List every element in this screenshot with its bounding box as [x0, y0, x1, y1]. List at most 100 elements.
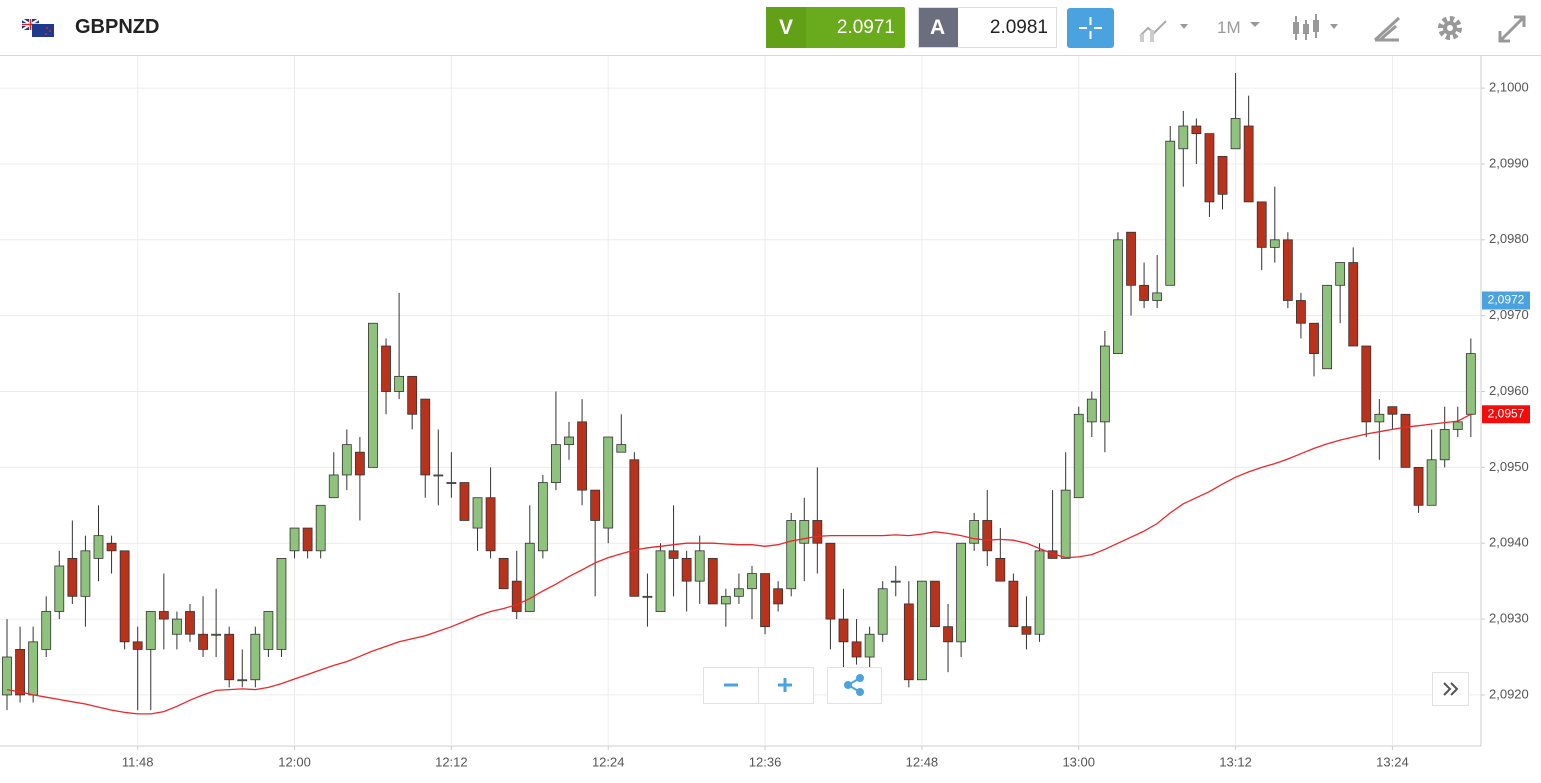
- candle-body: [799, 520, 810, 544]
- candle-body: [1243, 125, 1254, 203]
- candle-body: [1021, 626, 1032, 635]
- candle-body: [250, 633, 261, 681]
- y-tick-label: 2,0970: [1489, 307, 1529, 322]
- candle-body: [1309, 322, 1319, 354]
- buy-button[interactable]: A 2.0981: [918, 7, 1057, 48]
- candle-body: [237, 679, 248, 682]
- candle-body: [1126, 231, 1136, 286]
- candle-body: [93, 535, 104, 559]
- candle-body: [603, 436, 614, 529]
- candle-body: [341, 444, 352, 476]
- zoom-in-button[interactable]: [778, 678, 792, 692]
- candle-body: [720, 595, 731, 605]
- candle-body: [1426, 459, 1437, 506]
- share-button[interactable]: [844, 674, 864, 696]
- candle-body: [681, 557, 692, 582]
- x-tick-label: 12:00: [278, 754, 311, 769]
- y-tick-label: 2,0950: [1489, 459, 1529, 474]
- y-tick-label: 2,0920: [1489, 686, 1529, 701]
- scroll-to-end-button[interactable]: [1432, 672, 1469, 706]
- candle-body: [760, 573, 770, 628]
- draw-tool-button[interactable]: [1372, 14, 1404, 44]
- candle-body: [211, 633, 222, 636]
- candle-body: [1335, 262, 1346, 286]
- flag: [22, 19, 54, 37]
- timeframe[interactable]: 1M: [1217, 18, 1241, 37]
- candle-body: [851, 641, 862, 658]
- candle-body: [629, 459, 640, 597]
- symbol: GBPNZD: [75, 16, 160, 38]
- candle-body: [302, 527, 313, 552]
- x-tick-label: 12:24: [592, 754, 625, 769]
- candle-body: [328, 474, 339, 499]
- crosshair-button[interactable]: [1067, 8, 1114, 48]
- candle-body: [812, 520, 823, 544]
- candle-body: [354, 451, 365, 476]
- candle-body: [616, 444, 627, 453]
- candle-body: [172, 618, 182, 635]
- candle-body: [1387, 406, 1398, 415]
- candle-body: [185, 611, 195, 635]
- price-badge: [1482, 291, 1530, 310]
- candle-body: [537, 482, 548, 552]
- candle-body: [1400, 413, 1411, 468]
- candle-body: [420, 398, 431, 476]
- candle-body: [590, 489, 601, 521]
- candle-body: [577, 421, 587, 491]
- candle-body: [15, 649, 25, 696]
- candle-body: [707, 557, 718, 605]
- candle-body: [1139, 284, 1149, 301]
- candle-type-button[interactable]: [1290, 12, 1346, 44]
- candle-body: [41, 611, 52, 650]
- price-badge-label: 2,0957: [1488, 406, 1525, 420]
- candle-body: [1465, 353, 1476, 415]
- candle-body: [655, 550, 666, 612]
- candle-body: [825, 542, 836, 620]
- candle-body: [132, 641, 143, 650]
- chart-type-button[interactable]: [1138, 14, 1194, 44]
- candle-body: [54, 565, 65, 612]
- candle-body: [956, 542, 967, 643]
- toolbar: GBPNZD V 2.0971 A 2.0981 1M: [0, 0, 1541, 56]
- candle-body: [381, 345, 391, 392]
- candle-body: [315, 504, 326, 552]
- candle-body: [1204, 133, 1215, 203]
- candle-body: [1348, 262, 1359, 347]
- candle-body: [1152, 292, 1163, 301]
- candle-body: [1322, 284, 1332, 370]
- candle-body: [2, 656, 12, 696]
- settings-button[interactable]: [1434, 12, 1466, 44]
- candle-body: [1086, 398, 1097, 423]
- candle-body: [67, 557, 78, 597]
- candle-body: [564, 436, 574, 446]
- candle-body: [1361, 345, 1372, 423]
- candle-body: [1282, 239, 1293, 301]
- moving-average: [6, 413, 1472, 715]
- x-tick-label: 11:48: [122, 754, 154, 769]
- candle-body: [786, 520, 797, 590]
- sell-button[interactable]: V 2.0971: [766, 7, 905, 48]
- price-badge-label: 2,0972: [1488, 293, 1525, 307]
- candle-body: [407, 375, 418, 415]
- chart: 2,09202,09302,09402,09502,09602,09702,09…: [0, 56, 1530, 769]
- candle-body: [1296, 300, 1306, 324]
- candle-body: [1269, 239, 1280, 248]
- candle-body: [289, 527, 300, 552]
- candle-body: [472, 497, 483, 529]
- candle-body: [119, 550, 130, 643]
- candle-body: [1256, 201, 1267, 248]
- y-tick-label: 2,0960: [1489, 383, 1529, 398]
- candle-body: [864, 633, 875, 658]
- candle-body: [969, 520, 980, 544]
- candle-body: [1165, 140, 1176, 286]
- candle-body: [1113, 239, 1123, 354]
- candle-body: [1374, 413, 1385, 423]
- y-tick-label: 2,0930: [1489, 611, 1529, 626]
- x-tick-label: 12:12: [435, 754, 468, 769]
- fullscreen-button[interactable]: [1496, 13, 1528, 45]
- candle-body: [368, 322, 378, 468]
- candle-body: [694, 550, 705, 582]
- candle-body: [1073, 413, 1084, 499]
- y-tick-label: 2,0980: [1489, 231, 1529, 246]
